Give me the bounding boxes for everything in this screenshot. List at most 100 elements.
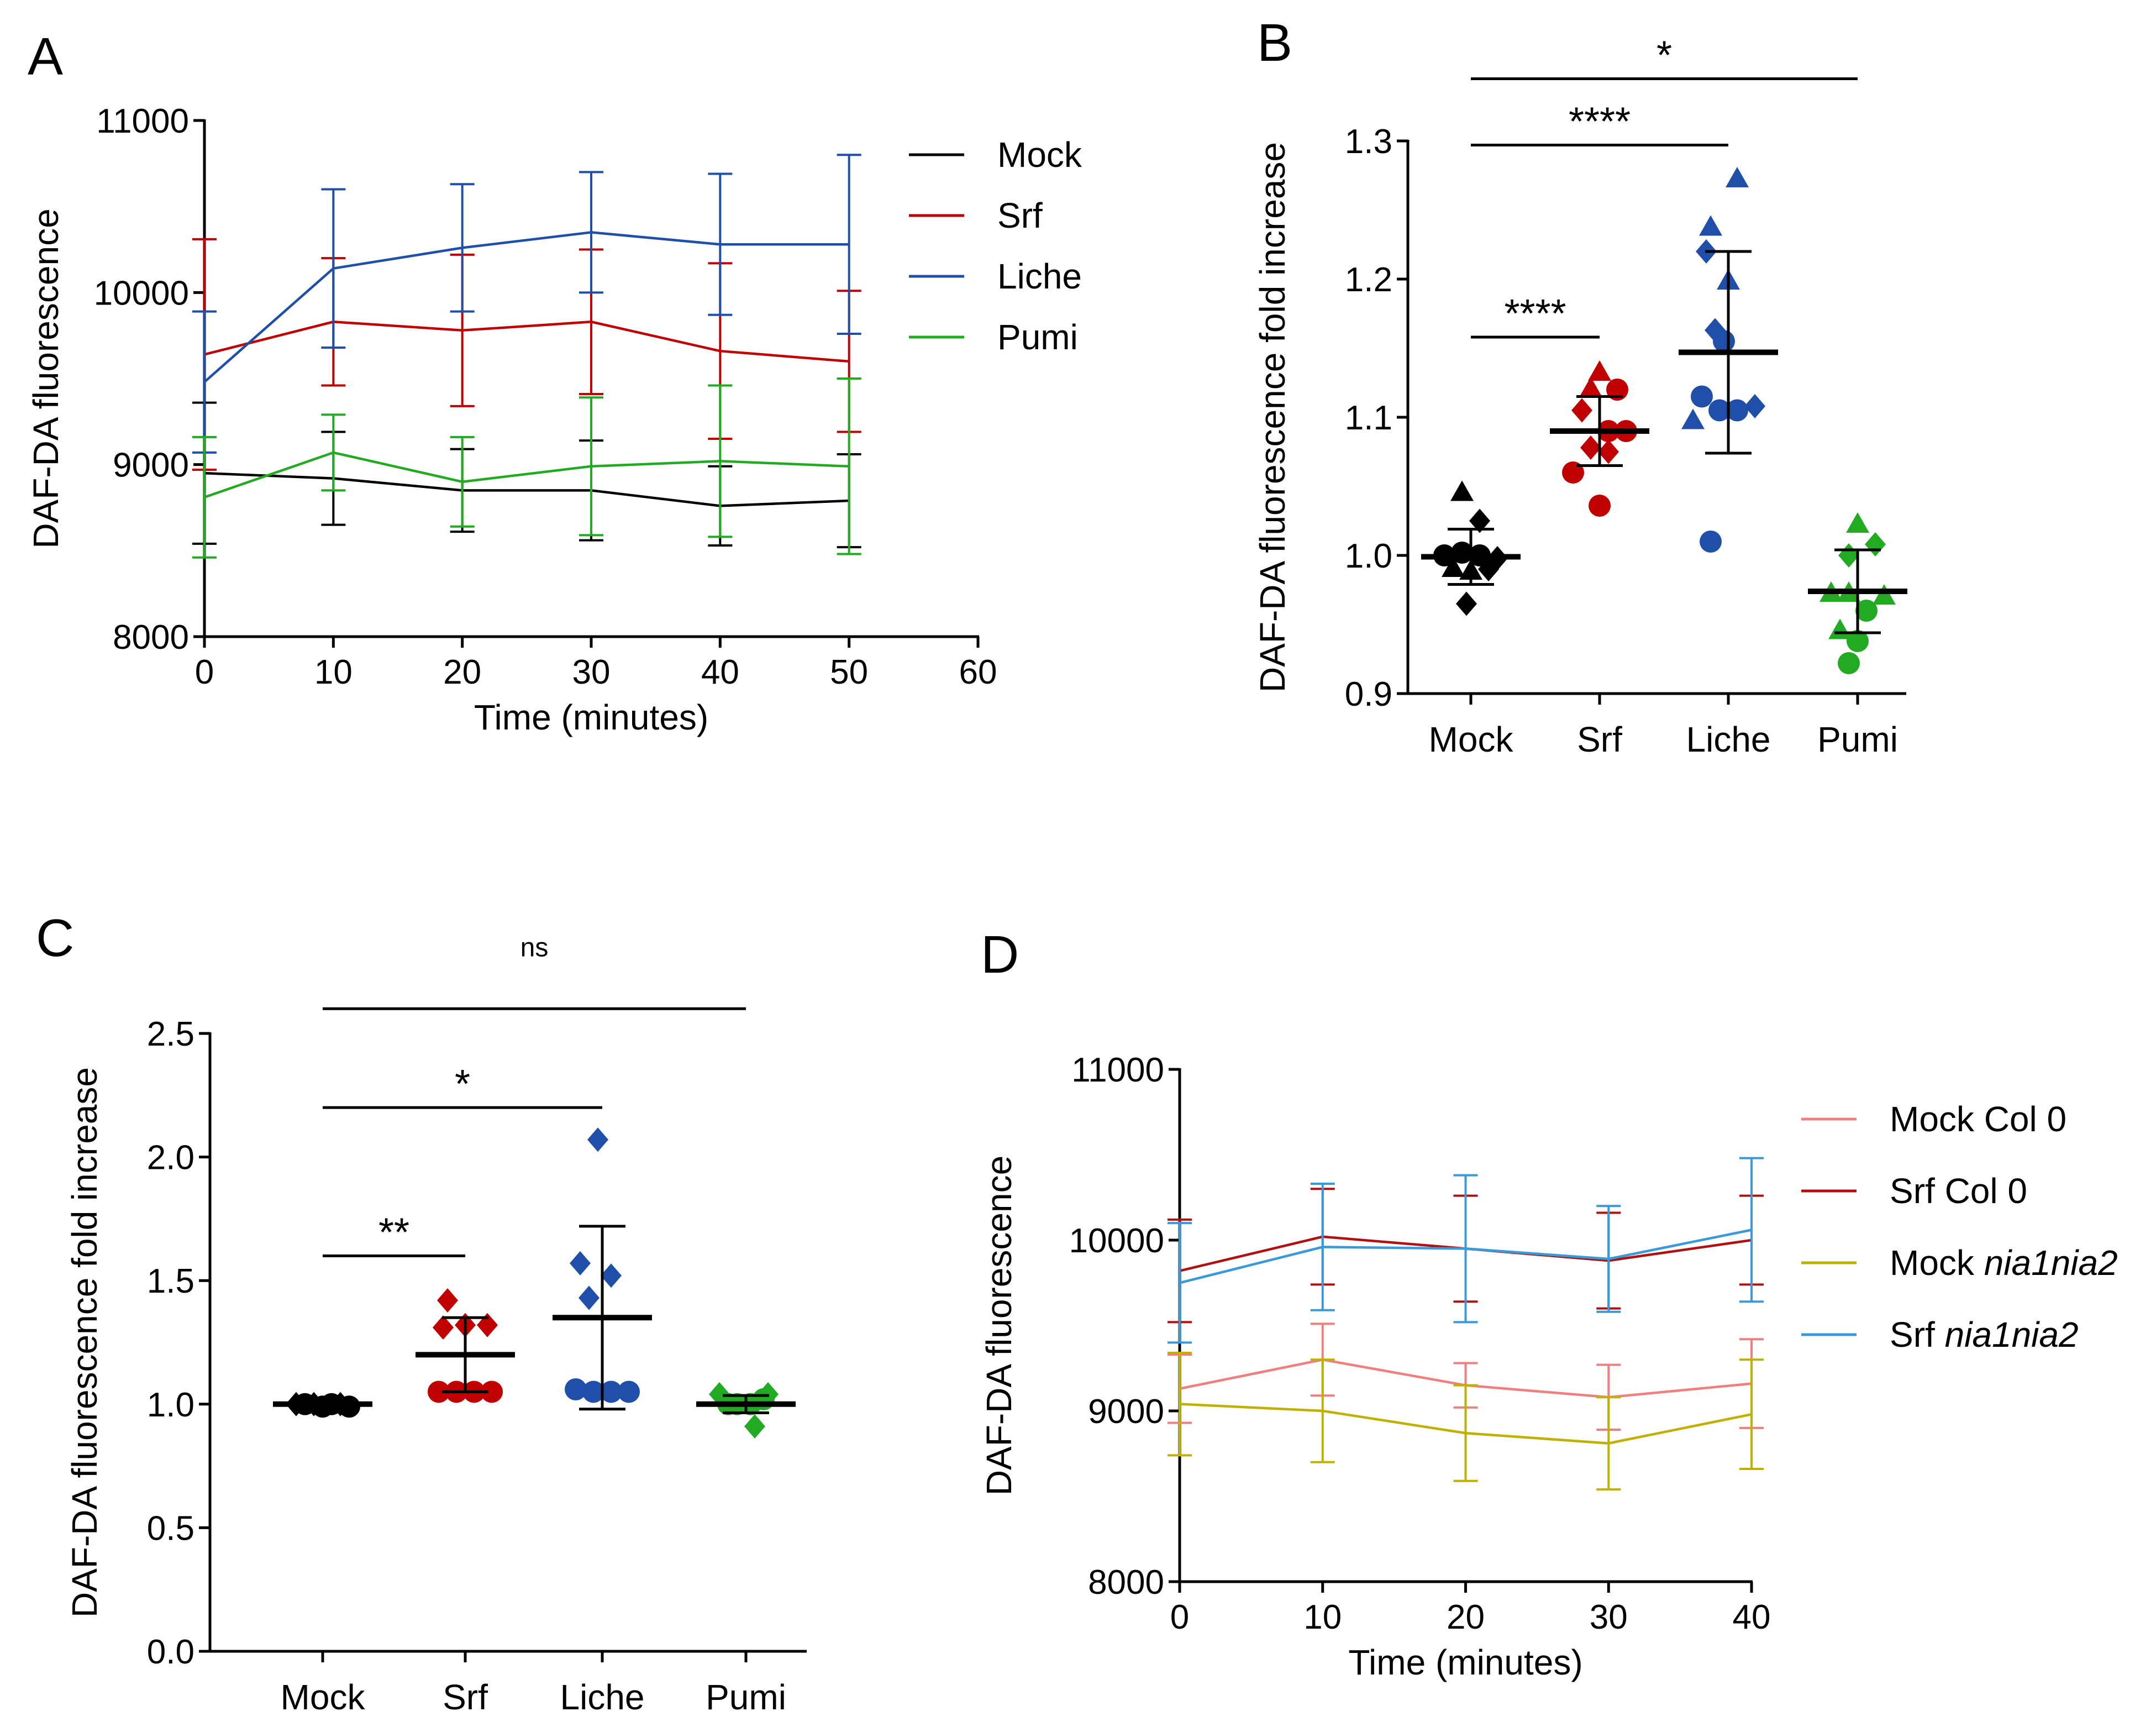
legend-label: Mock nia1nia2 [1890, 1243, 2118, 1283]
y-axis-label: DAF-DA fluorescence [979, 1156, 1019, 1495]
x-tick-label: 20 [443, 653, 481, 691]
significance-label: ns [520, 933, 549, 962]
y-tick-label: 1.3 [1345, 123, 1392, 161]
series-line [1179, 1403, 1752, 1445]
x-tick-label: 50 [830, 653, 868, 691]
x-tick-label: 40 [1733, 1598, 1771, 1636]
data-point [1588, 360, 1611, 381]
group-3 [696, 1382, 796, 1439]
x-tick-label: 0 [195, 653, 214, 691]
data-point [600, 1380, 622, 1403]
data-point [565, 1378, 587, 1400]
data-point [1691, 385, 1713, 408]
legend-label-italic: nia1nia2 [1984, 1243, 2118, 1283]
data-point [437, 1288, 458, 1313]
series-line [204, 321, 849, 363]
y-tick-label: 1.1 [1345, 399, 1392, 437]
data-point [1456, 591, 1477, 616]
x-tick-label: 20 [1447, 1598, 1485, 1636]
panel-letter-b: B [1257, 13, 1292, 72]
data-point [1865, 532, 1886, 557]
group-0 [273, 1392, 372, 1418]
series-line [204, 471, 849, 507]
data-point [1726, 399, 1748, 422]
y-tick-label: 2.5 [147, 1015, 194, 1053]
legend-label: Srf Col 0 [1890, 1171, 2027, 1211]
x-tick-label: Liche [560, 1677, 645, 1717]
x-tick-label: Liche [1686, 720, 1771, 759]
x-axis-label: Time (minutes) [1348, 1642, 1582, 1682]
group-2 [553, 1127, 652, 1411]
data-point [1847, 630, 1869, 652]
x-tick-label: 0 [1170, 1598, 1189, 1636]
legend-label-text: Srf Col 0 [1890, 1171, 2027, 1211]
x-tick-label: 30 [1590, 1598, 1628, 1636]
data-point [1838, 543, 1859, 568]
series-line [1179, 1229, 1752, 1284]
data-point [1873, 584, 1896, 605]
y-axis-label: DAF-DA fluorescence fold increase [1253, 142, 1292, 692]
y-axis-label: DAF-DA fluorescence fold increase [65, 1067, 104, 1618]
panel-letter-a: A [28, 27, 63, 86]
legend-label: Srf [997, 196, 1043, 235]
legend-label: Liche [997, 256, 1082, 296]
data-point [1713, 330, 1735, 353]
x-tick-label: Mock [1429, 720, 1514, 759]
y-tick-label: 10000 [94, 274, 189, 312]
y-tick-label: 1.0 [147, 1386, 194, 1424]
x-tick-label: 30 [572, 653, 611, 691]
y-tick-label: 0.5 [147, 1509, 194, 1547]
data-point [481, 1380, 503, 1403]
x-tick-label: 10 [314, 653, 353, 691]
significance-label: * [455, 1062, 470, 1106]
y-tick-label: 1.5 [147, 1262, 194, 1300]
group-3 [1808, 512, 1907, 674]
significance-label: **** [1504, 292, 1566, 336]
y-tick-label: 1.0 [1345, 537, 1392, 575]
series-3 [192, 377, 861, 559]
y-tick-label: 10000 [1069, 1222, 1164, 1260]
data-point [428, 1380, 450, 1403]
data-point [1469, 508, 1490, 533]
significance-label: ** [378, 1210, 409, 1254]
chart-c: 0.0 0.5 1.0 1.5 2.0 2.5 Mock Srf Liche Pumi DAF-DA… [65, 933, 807, 1717]
significance-label: **** [1569, 100, 1631, 144]
x-tick-label: 10 [1303, 1598, 1342, 1636]
y-tick-label: 8000 [1088, 1563, 1164, 1602]
data-point [570, 1251, 591, 1275]
data-point [1589, 495, 1611, 517]
data-point [618, 1380, 640, 1403]
data-point [1699, 215, 1722, 236]
data-point [582, 1380, 604, 1403]
group-1 [416, 1288, 515, 1403]
x-tick-label: Pumi [1817, 720, 1898, 759]
data-point [744, 1414, 765, 1439]
y-tick-label: 11000 [96, 102, 189, 140]
chart-b: 0.9 1.0 1.1 1.2 1.3 Mock Srf Liche Pumi DAF-DA fl… [1253, 34, 1907, 759]
legend-label: Mock Col 0 [1890, 1099, 2066, 1139]
data-point [1855, 600, 1878, 622]
x-tick-label: Pumi [706, 1677, 786, 1717]
group-0 [1421, 480, 1521, 616]
y-tick-label: 9000 [1088, 1393, 1164, 1431]
y-tick-label: 2.0 [147, 1139, 194, 1177]
group-2 [1679, 167, 1778, 553]
legend-label-text: Mock Col 0 [1890, 1099, 2066, 1139]
data-point [433, 1315, 454, 1340]
x-tick-label: Srf [443, 1677, 488, 1717]
x-tick-label: Mock [281, 1677, 366, 1717]
data-point [601, 1263, 622, 1288]
data-point [587, 1127, 608, 1152]
data-point [1700, 531, 1722, 553]
data-point [1579, 377, 1602, 397]
series-3 [1168, 1157, 1764, 1344]
data-point [1450, 480, 1474, 501]
series-2 [1168, 1351, 1764, 1491]
y-axis-label: DAF-DA fluorescence [26, 208, 66, 548]
legend-label: Mock [997, 135, 1082, 175]
x-tick-label: 40 [701, 653, 739, 691]
panel-letter-d: D [981, 925, 1019, 984]
legend-label: Pumi [997, 317, 1078, 357]
data-point [1571, 398, 1592, 423]
